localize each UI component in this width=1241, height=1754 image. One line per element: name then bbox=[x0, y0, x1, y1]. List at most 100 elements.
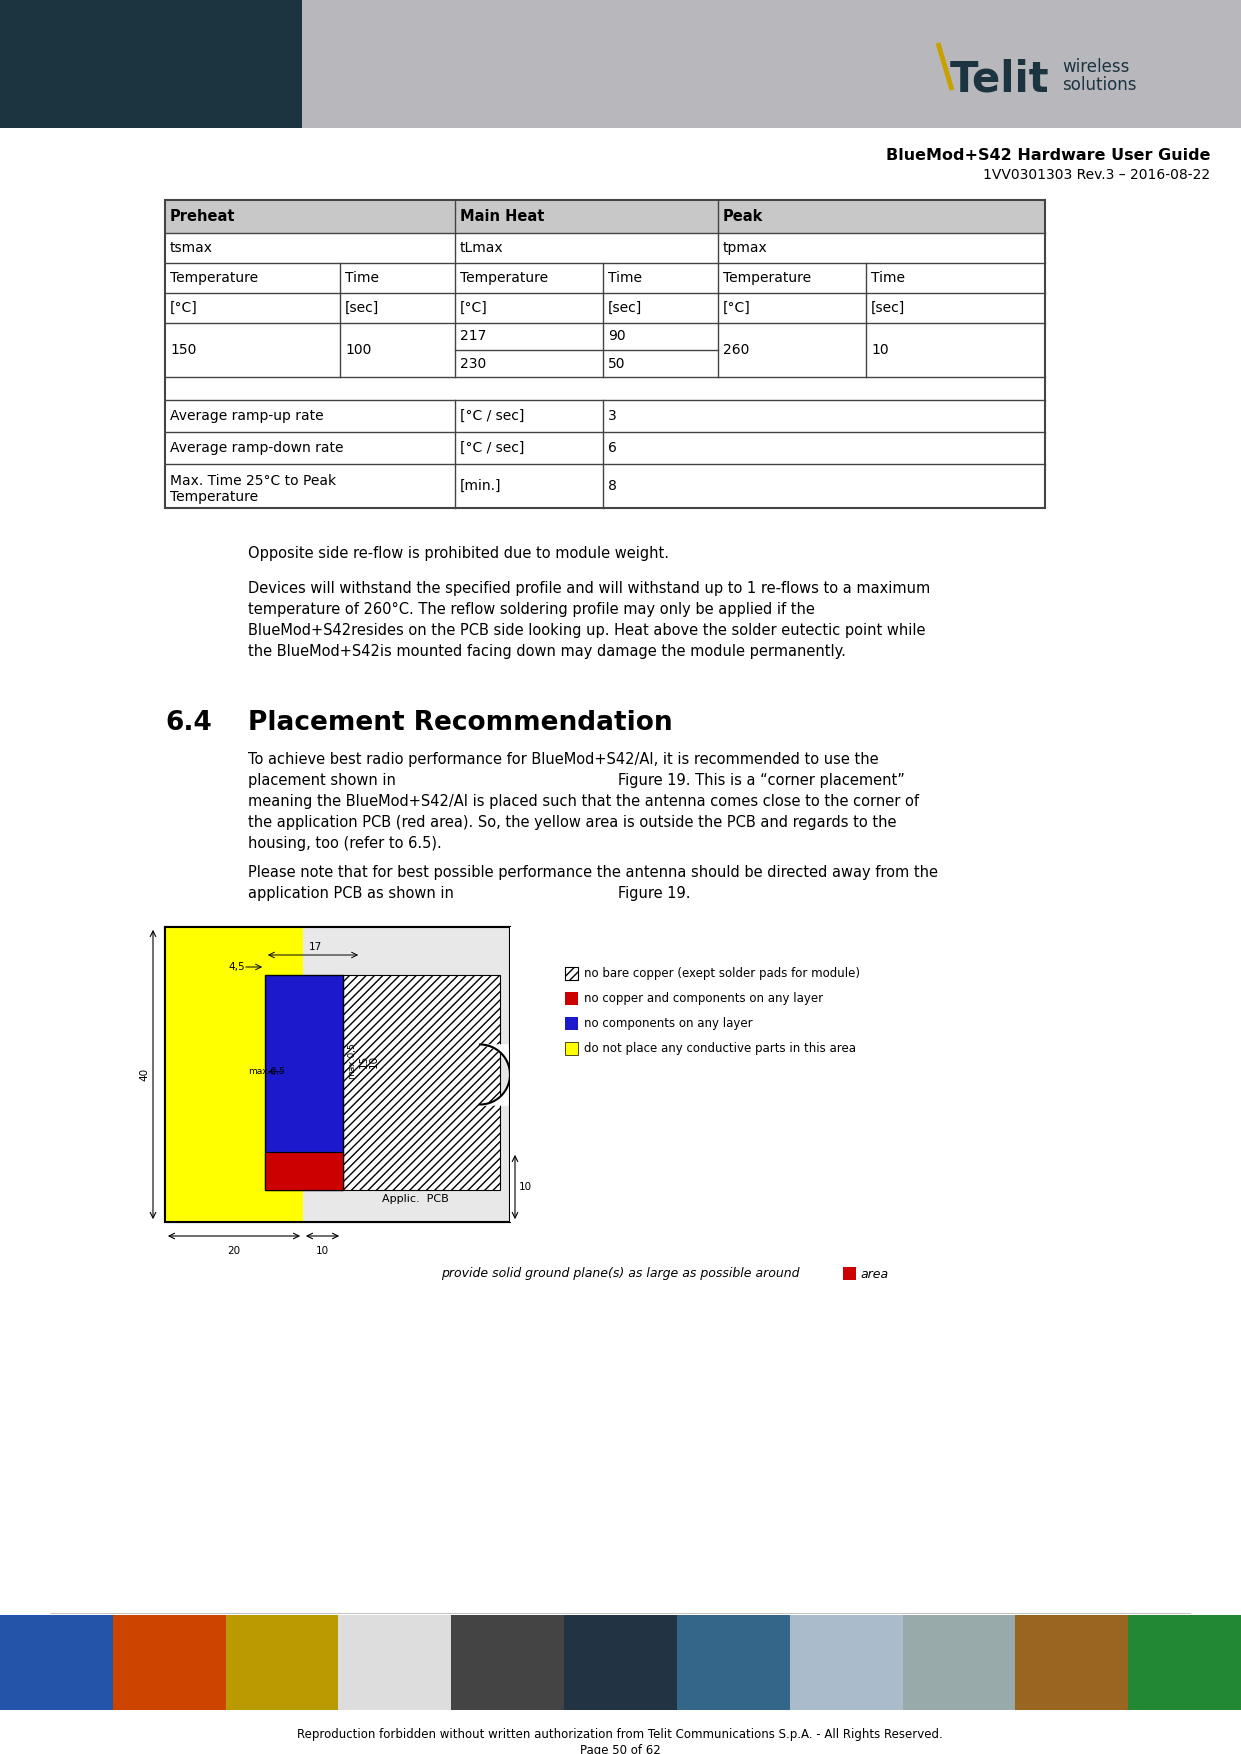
Bar bbox=[165, 928, 303, 1223]
Text: 10: 10 bbox=[316, 1245, 329, 1256]
Text: Main Heat: Main Heat bbox=[460, 209, 545, 225]
Text: wireless: wireless bbox=[1062, 58, 1129, 75]
Text: Applic.  PCB: Applic. PCB bbox=[382, 1194, 448, 1203]
Bar bbox=[565, 993, 578, 1005]
Text: 10: 10 bbox=[871, 344, 889, 358]
Bar bbox=[843, 1266, 856, 1280]
Bar bbox=[0, 0, 302, 128]
Text: Page 50 of 62: Page 50 of 62 bbox=[580, 1743, 660, 1754]
Text: 230: 230 bbox=[460, 356, 486, 370]
Text: no components on any layer: no components on any layer bbox=[585, 1017, 752, 1030]
Bar bbox=[266, 975, 343, 1189]
Text: [°C / sec]: [°C / sec] bbox=[460, 409, 525, 423]
Text: the application PCB (red area). So, the yellow area is outside the PCB and regar: the application PCB (red area). So, the … bbox=[248, 816, 896, 830]
Text: Telit: Telit bbox=[951, 60, 1050, 102]
Text: Temperature: Temperature bbox=[170, 272, 258, 284]
Text: placement shown in: placement shown in bbox=[248, 774, 396, 788]
Text: 4,5: 4,5 bbox=[228, 961, 246, 972]
Bar bbox=[676, 1615, 791, 1710]
Text: 10: 10 bbox=[369, 1054, 379, 1068]
Text: Time: Time bbox=[871, 272, 905, 284]
Bar bbox=[226, 1615, 340, 1710]
Bar bbox=[789, 1615, 903, 1710]
Text: 6: 6 bbox=[608, 440, 617, 454]
Text: area: area bbox=[860, 1268, 889, 1280]
Text: Max. Time 25°C to Peak: Max. Time 25°C to Peak bbox=[170, 474, 336, 488]
Text: 40: 40 bbox=[139, 1068, 149, 1080]
Bar bbox=[1015, 1615, 1129, 1710]
Text: [°C]: [°C] bbox=[460, 302, 488, 316]
Text: Figure 19.: Figure 19. bbox=[618, 886, 690, 902]
Bar bbox=[452, 1615, 565, 1710]
Text: 8: 8 bbox=[608, 479, 617, 493]
Text: meaning the BlueMod+S42/AI is placed such that the antenna comes close to the co: meaning the BlueMod+S42/AI is placed suc… bbox=[248, 795, 920, 809]
Text: Figure 19. This is a “corner placement”: Figure 19. This is a “corner placement” bbox=[618, 774, 905, 788]
Text: 100: 100 bbox=[345, 344, 371, 358]
Bar bbox=[165, 928, 510, 1223]
Text: 260: 260 bbox=[724, 344, 750, 358]
Text: Average ramp-down rate: Average ramp-down rate bbox=[170, 440, 344, 454]
Bar bbox=[113, 1615, 227, 1710]
Text: do not place any conductive parts in this area: do not place any conductive parts in thi… bbox=[585, 1042, 856, 1054]
Text: Opposite side re-flow is prohibited due to module weight.: Opposite side re-flow is prohibited due … bbox=[248, 545, 669, 561]
Text: Peak: Peak bbox=[724, 209, 763, 225]
Bar bbox=[1128, 1615, 1241, 1710]
Bar bbox=[302, 0, 1241, 128]
Text: Average ramp-up rate: Average ramp-up rate bbox=[170, 409, 324, 423]
Text: Devices will withstand the specified profile and will withstand up to 1 re-flows: Devices will withstand the specified pro… bbox=[248, 581, 931, 596]
Text: Preheat: Preheat bbox=[170, 209, 236, 225]
Bar bbox=[266, 1152, 343, 1189]
Bar bbox=[165, 200, 1045, 509]
Bar bbox=[565, 1017, 578, 1030]
Text: 15: 15 bbox=[359, 1054, 369, 1068]
Text: tsmax: tsmax bbox=[170, 240, 213, 254]
Text: 17: 17 bbox=[309, 942, 323, 952]
Text: no copper and components on any layer: no copper and components on any layer bbox=[585, 993, 823, 1005]
Text: Temperature: Temperature bbox=[724, 272, 812, 284]
Bar bbox=[565, 1042, 578, 1054]
Text: Placement Recommendation: Placement Recommendation bbox=[248, 710, 673, 737]
Text: BlueMod+S42 Hardware User Guide: BlueMod+S42 Hardware User Guide bbox=[886, 147, 1210, 163]
Text: temperature of 260°C. The reflow soldering profile may only be applied if the: temperature of 260°C. The reflow solderi… bbox=[248, 602, 815, 617]
Text: Please note that for best possible performance the antenna should be directed aw: Please note that for best possible perfo… bbox=[248, 865, 938, 881]
Text: Time: Time bbox=[345, 272, 379, 284]
Text: [°C]: [°C] bbox=[170, 302, 197, 316]
Text: application PCB as shown in: application PCB as shown in bbox=[248, 886, 454, 902]
Text: Temperature: Temperature bbox=[460, 272, 549, 284]
Text: [sec]: [sec] bbox=[608, 302, 643, 316]
Text: housing, too (refer to 6.5).: housing, too (refer to 6.5). bbox=[248, 837, 442, 851]
Bar bbox=[565, 966, 578, 980]
Text: 10: 10 bbox=[519, 1182, 532, 1193]
Text: To achieve best radio performance for BlueMod+S42/AI, it is recommended to use t: To achieve best radio performance for Bl… bbox=[248, 752, 879, 766]
Text: solutions: solutions bbox=[1062, 75, 1137, 95]
Bar bbox=[0, 1615, 114, 1710]
Text: 20: 20 bbox=[227, 1245, 241, 1256]
Text: tLmax: tLmax bbox=[460, 240, 504, 254]
Bar bbox=[165, 233, 1045, 509]
Text: provide solid ground plane(s) as large as possible around: provide solid ground plane(s) as large a… bbox=[441, 1268, 799, 1280]
Text: Temperature: Temperature bbox=[170, 489, 258, 503]
Bar bbox=[565, 1615, 678, 1710]
Text: max.0,5: max.0,5 bbox=[347, 1042, 356, 1079]
Text: [sec]: [sec] bbox=[345, 302, 380, 316]
Text: 150: 150 bbox=[170, 344, 196, 358]
Text: no bare copper (exept solder pads for module): no bare copper (exept solder pads for mo… bbox=[585, 966, 860, 980]
Bar bbox=[165, 200, 1045, 233]
Bar bbox=[339, 1615, 452, 1710]
Text: 1VV0301303 Rev.3 – 2016-08-22: 1VV0301303 Rev.3 – 2016-08-22 bbox=[983, 168, 1210, 182]
Text: Reproduction forbidden without written authorization from Telit Communications S: Reproduction forbidden without written a… bbox=[297, 1728, 943, 1742]
Bar bbox=[303, 928, 510, 1223]
Text: BlueMod+S42resides on the PCB side looking up. Heat above the solder eutectic po: BlueMod+S42resides on the PCB side looki… bbox=[248, 623, 926, 638]
Bar bbox=[510, 928, 520, 1223]
Bar bbox=[902, 1615, 1016, 1710]
Text: [°C]: [°C] bbox=[724, 302, 751, 316]
Text: the BlueMod+S42is mounted facing down may damage the module permanently.: the BlueMod+S42is mounted facing down ma… bbox=[248, 644, 846, 660]
Text: 3: 3 bbox=[608, 409, 617, 423]
Text: [°C / sec]: [°C / sec] bbox=[460, 440, 525, 454]
Bar bbox=[165, 928, 510, 1223]
Text: [min.]: [min.] bbox=[460, 479, 501, 493]
Text: tpmax: tpmax bbox=[724, 240, 768, 254]
Text: max.0,5: max.0,5 bbox=[248, 1066, 284, 1077]
Text: [sec]: [sec] bbox=[871, 302, 905, 316]
Text: 217: 217 bbox=[460, 330, 486, 344]
